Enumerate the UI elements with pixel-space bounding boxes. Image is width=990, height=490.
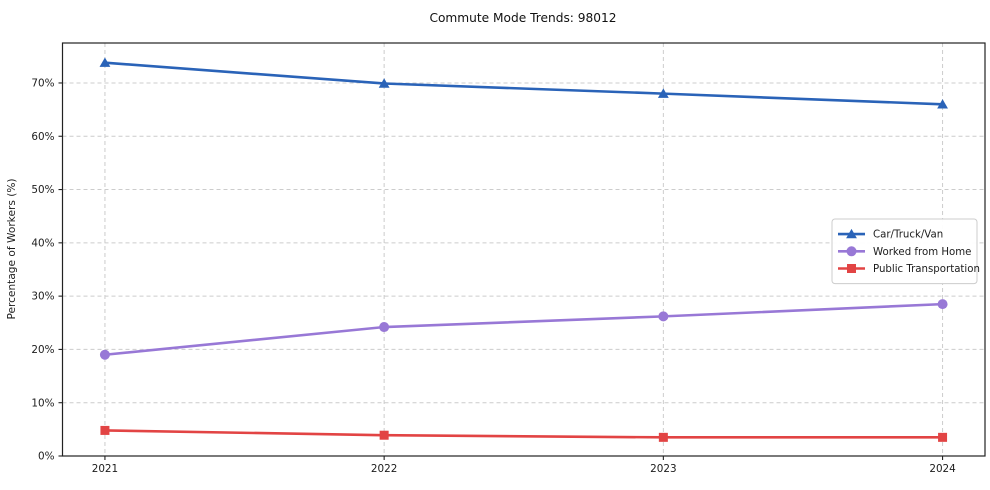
legend-label-worked-from-home: Worked from Home xyxy=(873,247,971,258)
series-marker-car-truck-van-2022 xyxy=(378,78,390,88)
legend-item-car-truck-van: Car/Truck/Van xyxy=(838,228,943,241)
series-line-car-truck-van xyxy=(103,61,944,106)
chart-title: Commute Mode Trends: 98012 xyxy=(429,11,616,25)
legend: Car/Truck/Van Worked from Home Public Tran… xyxy=(831,218,980,285)
series-line-worked-from-home xyxy=(103,302,944,357)
y-tick-label-40: 40% xyxy=(31,237,54,249)
series-marker-worked-from-home-2023 xyxy=(658,311,669,322)
legend-item-public-transportation: Public Transportation xyxy=(838,264,980,275)
legend-marker-worked-from-home xyxy=(846,246,857,257)
series-marker-car-truck-van-2024 xyxy=(937,99,948,109)
legend-box xyxy=(831,218,978,285)
series-marker-public-transportation-2024 xyxy=(938,432,948,442)
plot-frame xyxy=(61,42,986,457)
y-tick-label-20: 20% xyxy=(31,344,54,356)
legend-label-public-transportation: Public Transportation xyxy=(873,264,980,275)
legend-marker-public-transportation xyxy=(847,264,856,273)
series-marker-car-truck-van-2021 xyxy=(99,57,111,67)
series-marker-worked-from-home-2024 xyxy=(937,299,948,310)
series-marker-worked-from-home-2022 xyxy=(379,322,390,333)
axes-layer: 0% 10% 20% 30% 40% 50% 60% 70% 2021 2022 2023 2024 xyxy=(31,42,986,475)
y-tick-label-10: 10% xyxy=(31,397,54,409)
series-layer xyxy=(99,57,948,442)
series-marker-public-transportation-2022 xyxy=(379,430,389,440)
series-marker-car-truck-van-2023 xyxy=(657,88,669,98)
series-line-public-transportation xyxy=(103,429,944,439)
x-tick-label-2022: 2022 xyxy=(371,463,397,475)
x-tick-label-2021: 2021 xyxy=(92,463,118,475)
x-tick-label-2024: 2024 xyxy=(929,463,956,475)
y-tick-label-30: 30% xyxy=(31,291,54,303)
y-tick-label-0: 0% xyxy=(38,451,55,463)
x-tick-label-2023: 2023 xyxy=(650,463,676,475)
series-marker-public-transportation-2023 xyxy=(658,432,668,442)
y-tick-label-70: 70% xyxy=(31,78,54,90)
y-tick-label-60: 60% xyxy=(31,131,54,143)
y-tick-label-50: 50% xyxy=(31,184,54,196)
series-marker-worked-from-home-2021 xyxy=(99,349,110,360)
y-axis-label: Percentage of Workers (%) xyxy=(6,178,18,319)
legend-label-car-truck-van: Car/Truck/Van xyxy=(873,230,943,241)
legend-item-worked-from-home: Worked from Home xyxy=(838,246,971,258)
series-marker-public-transportation-2021 xyxy=(100,425,110,435)
legend-marker-car-truck-van xyxy=(846,228,857,239)
